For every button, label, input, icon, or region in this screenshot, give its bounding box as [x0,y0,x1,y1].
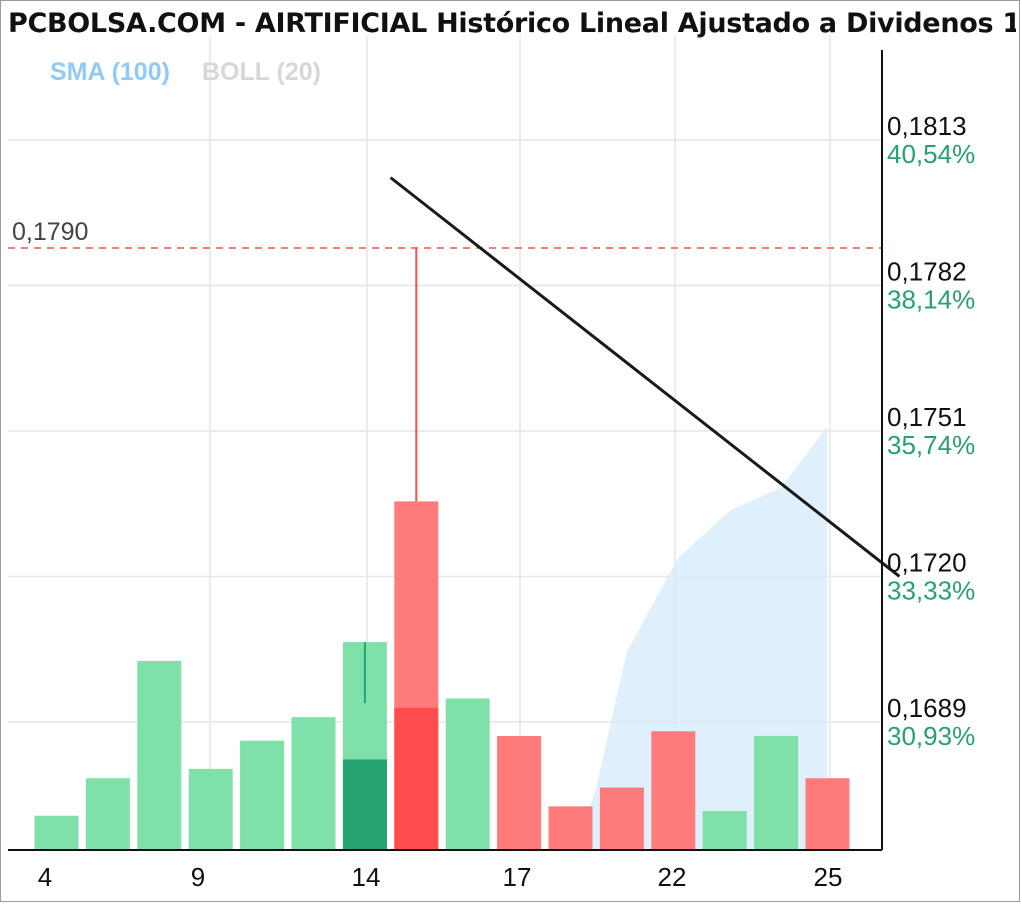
legend: SMA (100) BOLL (20) [50,58,321,86]
y-tick-label-1: 0,1782 [887,257,967,287]
x-tick-label-3: 17 [503,862,532,892]
x-tick-label-5: 25 [814,862,843,892]
y-tick-label-2: 0,1751 [887,402,967,432]
x-tick-label-2: 14 [352,862,381,892]
bar-4 [240,740,285,850]
bar-11 [599,787,644,850]
bar-15 [805,778,850,850]
axes [8,50,883,851]
bar-3 [188,768,233,850]
y-tick-label-4: 0,1689 [887,693,967,723]
reference-line-label: 0,1790 [12,218,88,246]
trend-line-group [389,176,901,578]
y-tick-pct-4: 30,93% [887,721,975,751]
reference-line-group: 0,1790 [8,218,882,249]
y-tick-pct-2: 35,74% [887,430,975,460]
bar-5 [291,717,336,850]
y-tick-label-3: 0,1720 [887,547,967,577]
x-tick-label-0: 4 [38,862,52,892]
bar-9 [497,735,542,850]
bar-1 [85,778,130,850]
y-tick-pct-1: 38,14% [887,285,975,315]
y-tick-pct-3: 33,33% [887,575,975,605]
bar-6-highlight [342,759,387,850]
y-tick-label-0: 0,1813 [887,111,967,141]
bar-0 [34,815,79,850]
bar-10 [548,806,593,850]
bar-2 [137,660,182,850]
bar-12 [651,731,696,850]
bar-8 [445,698,490,850]
bar-13 [702,811,747,850]
bar-series [34,248,850,850]
x-tick-label-4: 22 [658,862,687,892]
x-tick-label-1: 9 [191,862,205,892]
bar-14 [754,735,799,850]
chart-title: PCBOLSA.COM - AIRTIFICIAL Histórico Line… [8,8,1016,39]
bar-7-highlight [394,707,439,850]
trend-line [389,176,901,578]
legend-sma: SMA (100) [50,58,170,86]
legend-boll: BOLL (20) [202,58,321,86]
y-tick-pct-0: 40,54% [887,139,975,169]
